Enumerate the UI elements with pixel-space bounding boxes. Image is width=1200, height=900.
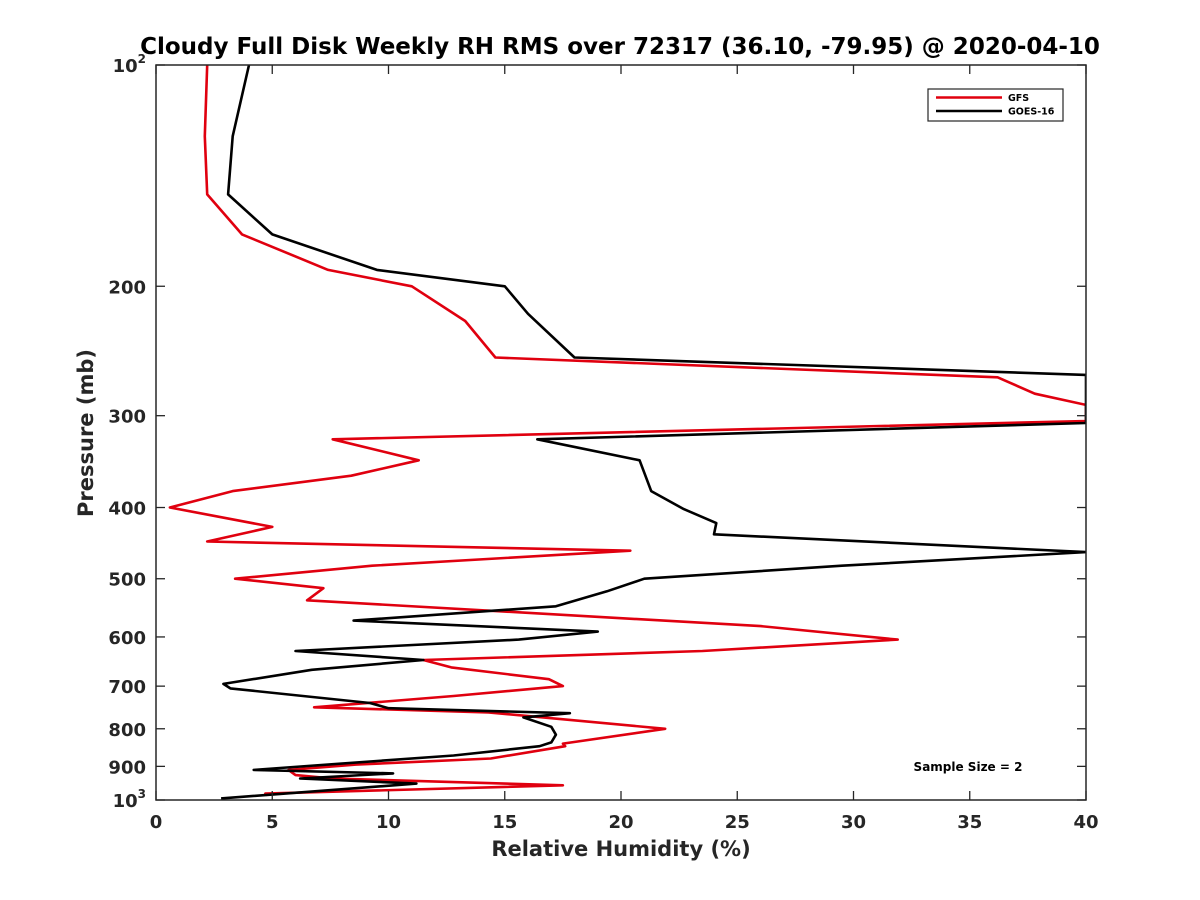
x-tick-label: 25 <box>725 812 750 833</box>
y-tick-label: 200 <box>108 277 146 298</box>
y-tick-label: 400 <box>108 499 146 520</box>
y-tick-label: 800 <box>108 720 146 741</box>
legend: GFS GOES-16 <box>927 88 1064 122</box>
y-tick-label: 102 <box>113 52 146 77</box>
x-axis-label: Relative Humidity (%) <box>491 837 750 861</box>
y-tick-label-base: 10 <box>113 56 138 77</box>
legend-label-gfs: GFS <box>1008 93 1029 104</box>
x-axis-ticks: 0 5 10 15 20 25 30 35 40 <box>150 65 1099 833</box>
x-tick-label: 15 <box>492 812 517 833</box>
x-tick-label: 35 <box>957 812 982 833</box>
y-tick-label: 600 <box>108 628 146 649</box>
series-line-gfs <box>168 65 1086 797</box>
y-tick-label-exponent: 3 <box>138 787 146 801</box>
legend-box <box>927 88 1064 122</box>
y-tick-label: 700 <box>108 677 146 698</box>
series-line-goes-16 <box>221 65 1086 800</box>
chart-title: Cloudy Full Disk Weekly RH RMS over 7231… <box>140 34 1100 60</box>
series-layer <box>168 65 1086 800</box>
y-tick-label: 900 <box>108 757 146 778</box>
x-tick-label: 40 <box>1073 812 1098 833</box>
y-axis-label: Pressure (mb) <box>74 349 98 517</box>
y-tick-label: 103 <box>113 787 146 812</box>
y-tick-label: 300 <box>108 407 146 428</box>
sample-size-annotation: Sample Size = 2 <box>914 760 1023 774</box>
x-tick-label: 5 <box>266 812 279 833</box>
x-tick-label: 10 <box>376 812 401 833</box>
y-tick-label: 500 <box>108 570 146 591</box>
y-tick-label-base: 10 <box>113 791 138 812</box>
legend-label-goes-16: GOES-16 <box>1008 107 1055 118</box>
x-tick-label: 20 <box>608 812 633 833</box>
x-tick-label: 30 <box>841 812 866 833</box>
x-tick-label: 0 <box>150 812 163 833</box>
y-tick-label-exponent: 2 <box>138 52 146 66</box>
